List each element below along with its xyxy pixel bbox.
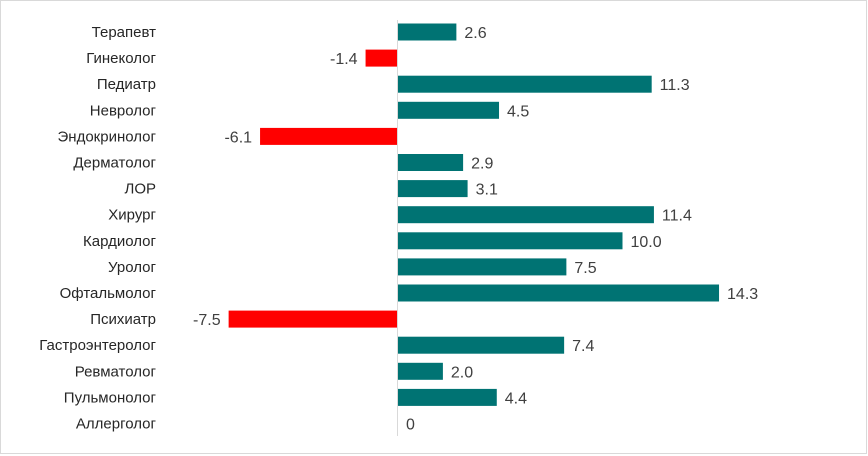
category-label: Терапевт xyxy=(92,24,156,41)
data-label: 11.3 xyxy=(660,77,690,94)
value-labels: 2.6 -1.4 11.3 4.5 -6.1 2.9 3.1 11.410.0 7.5 14.3 -… xyxy=(193,25,758,434)
bar xyxy=(365,49,397,67)
category-label: Офтальмолог xyxy=(60,285,157,302)
data-label: -6.1 xyxy=(224,129,252,146)
bar xyxy=(398,336,565,354)
bars-group xyxy=(228,23,720,406)
data-label: 0 xyxy=(406,417,415,434)
category-labels: Терапевт Гинеколог Педиатр Невролог Эндокрин… xyxy=(39,24,156,433)
data-label: -7.5 xyxy=(193,312,221,329)
data-label: 14.3 xyxy=(727,286,758,303)
bar xyxy=(398,258,567,276)
data-label: 7.4 xyxy=(572,338,594,355)
category-label: Дерматолог xyxy=(73,155,156,172)
data-label: 7.5 xyxy=(574,260,596,277)
bar xyxy=(398,388,497,406)
bar xyxy=(398,180,468,198)
category-label: Эндокринолог xyxy=(58,128,157,145)
bar xyxy=(398,75,652,93)
bar xyxy=(398,232,623,250)
bar xyxy=(228,310,397,328)
category-label: Уролог xyxy=(108,259,156,276)
category-label: Пульмонолог xyxy=(64,389,157,406)
data-label: 3.1 xyxy=(476,182,498,199)
data-label: 11.4 xyxy=(662,208,692,225)
data-label: 4.5 xyxy=(507,103,529,120)
category-label: Аллерголог xyxy=(76,416,157,433)
bar xyxy=(398,101,500,119)
data-label: 2.0 xyxy=(451,364,473,381)
bar xyxy=(398,284,720,302)
data-label: -1.4 xyxy=(330,51,358,68)
bar xyxy=(260,127,397,145)
data-label: 2.6 xyxy=(464,25,486,42)
category-label: Гастроэнтеролог xyxy=(39,337,156,354)
category-label: Гинеколог xyxy=(86,50,156,67)
data-label: 2.9 xyxy=(471,156,493,173)
category-label: Психиатр xyxy=(90,311,156,328)
category-label: ЛОР xyxy=(124,181,156,198)
category-label: Педиатр xyxy=(97,76,156,93)
bar xyxy=(398,362,443,380)
bar xyxy=(398,206,654,224)
category-label: Хирург xyxy=(108,207,156,224)
bar xyxy=(398,23,457,41)
category-label: Невролог xyxy=(90,102,157,119)
category-label: Ревматолог xyxy=(75,363,157,380)
bar xyxy=(398,154,464,171)
data-label: 4.4 xyxy=(505,390,527,407)
data-label: 10.0 xyxy=(631,234,662,251)
category-label: Кардиолог xyxy=(83,233,156,250)
